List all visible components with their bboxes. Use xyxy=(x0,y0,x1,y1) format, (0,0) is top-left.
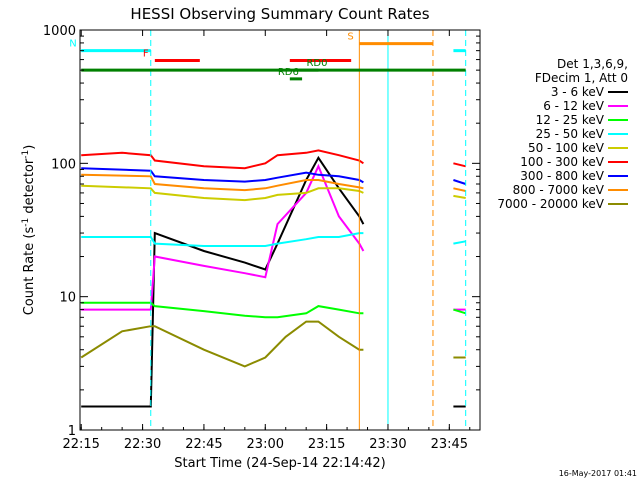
legend-header-line: FDecim 1, Att 0 xyxy=(535,71,628,85)
legend-label-25-50-kev: 25 - 50 keV xyxy=(536,127,605,141)
y-tick-label: 100 xyxy=(51,157,76,172)
x-axis-label: Start Time (24-Sep-14 22:14:42) xyxy=(174,456,385,471)
series-layer xyxy=(80,149,467,408)
series-line-50-100-kev-0 xyxy=(81,184,364,202)
series-line-800-7000-kev-1 xyxy=(453,187,466,192)
legend-label-7000-20000-kev: 7000 - 20000 keV xyxy=(497,197,604,211)
legend-label-100-300-kev: 100 - 300 keV xyxy=(520,155,604,169)
series-line-50-100-kev-1 xyxy=(453,194,466,199)
markers-layer xyxy=(150,30,467,430)
legend-label-3-6-kev: 3 - 6 keV xyxy=(551,85,605,99)
plot-frame xyxy=(79,29,481,431)
series-line-100-300-kev-0 xyxy=(81,149,364,170)
legend-label-800-7000-kev: 800 - 7000 keV xyxy=(513,183,605,197)
y-axis-label: Count Rate (s-1 detector-1) xyxy=(21,145,37,316)
series-line-300-800-kev-1 xyxy=(453,179,467,185)
legend-label-12-25-kev: 12 - 25 keV xyxy=(536,113,605,127)
series-line-300-800-kev-0 xyxy=(81,167,364,184)
series-line-6-12-kev-0 xyxy=(81,163,365,311)
series-line-3-6-kev-0 xyxy=(81,155,365,408)
x-tick-label: 23:45 xyxy=(431,437,468,452)
series-line-25-50-kev-0 xyxy=(81,232,364,247)
legend-label-6-12-kev: 6 - 12 keV xyxy=(543,99,605,113)
state-bar-label-s: S xyxy=(347,32,353,43)
series-line-100-300-kev-1 xyxy=(453,162,466,168)
x-tick-label: 23:00 xyxy=(247,437,284,452)
x-tick-label: 23:15 xyxy=(308,437,345,452)
series-line-800-7000-kev-0 xyxy=(81,173,364,192)
state-bar-label-rd6: RD6 xyxy=(278,67,299,78)
state-bar-label-rd0: RD0 xyxy=(306,58,327,69)
state-bar-label-f: F xyxy=(143,49,149,60)
x-tick-label: 22:45 xyxy=(185,437,222,452)
chart-title: HESSI Observing Summary Count Rates xyxy=(130,5,429,23)
series-line-12-25-kev-1 xyxy=(453,308,466,315)
legend-label-300-800-kev: 300 - 800 keV xyxy=(520,169,604,183)
y-tick-label: 1000 xyxy=(43,24,76,39)
series-line-12-25-kev-0 xyxy=(81,301,364,319)
series-line-25-50-kev-1 xyxy=(453,240,466,245)
series-line-7000-20000-kev-0 xyxy=(80,320,364,368)
x-tick-label: 22:15 xyxy=(62,437,99,452)
footer-timestamp: 16-May-2017 01:41 xyxy=(559,469,637,478)
x-axis: 22:15 22:30 22:45 23:00 23:15 23:30 23:45 xyxy=(62,30,471,452)
x-tick-label: 23:30 xyxy=(369,437,406,452)
y-axis: 1 10 100 1000 xyxy=(43,24,480,439)
y-tick-label: 1 xyxy=(68,424,76,439)
state-bar-label-n: N xyxy=(69,39,76,50)
y-tick-label: 10 xyxy=(59,291,76,306)
legend-header-line: Det 1,3,6,9, xyxy=(557,57,628,71)
state-bars-layer: N F S RD6 RD0 xyxy=(69,32,466,81)
legend-label-50-100-kev: 50 - 100 keV xyxy=(528,141,605,155)
x-tick-label: 22:30 xyxy=(124,437,161,452)
